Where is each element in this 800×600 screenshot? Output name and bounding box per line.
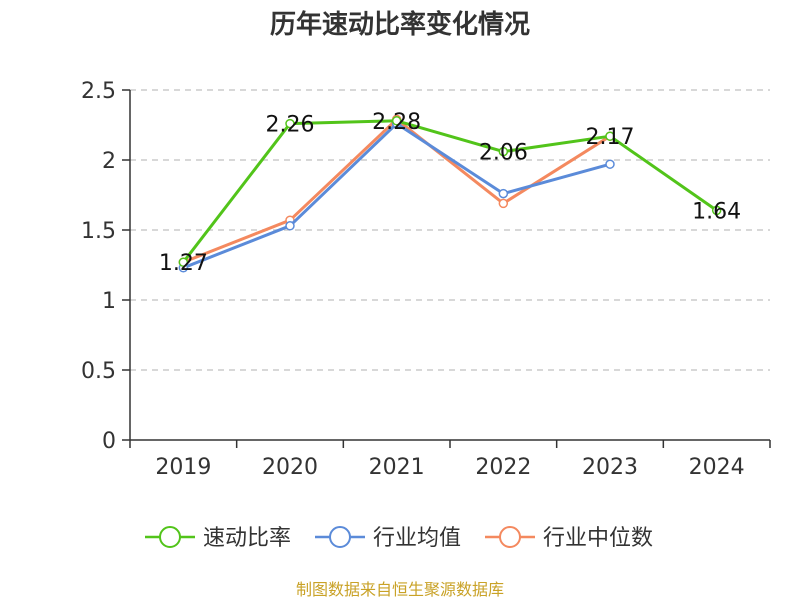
data-point[interactable] [605,131,615,141]
data-labels: 1.27 2.26 2.28 2.06 2.17 1.64 [159,110,741,276]
series-lines [178,114,722,273]
legend-marker-icon [499,526,521,548]
y-tick-label: 0.5 [81,359,116,384]
data-label: 1.27 [159,251,208,276]
data-point[interactable] [391,116,402,126]
data-point[interactable] [605,159,615,169]
y-tick-label: 1 [102,289,116,314]
legend-marker-icon [159,526,181,548]
x-tick-label: 2020 [262,455,318,480]
data-label: 2.28 [372,110,421,135]
data-point[interactable] [285,221,295,231]
data-point[interactable] [285,118,295,129]
y-tick-label: 2.5 [81,79,116,104]
legend-item-2[interactable]: 行业中位数 [485,526,653,551]
data-label: 2.26 [266,113,315,138]
data-point[interactable] [498,198,509,209]
legend-label: 行业中位数 [543,526,653,551]
y-tick-label: 1.5 [81,219,116,244]
source-note: 制图数据来自恒生聚源数据库 [296,580,504,599]
series-0 [178,116,722,267]
legend-marker-icon [329,526,351,548]
x-tick-label: 2019 [155,455,211,480]
data-point[interactable] [711,205,722,216]
data-point[interactable] [498,146,509,157]
legend-item-0[interactable]: 速动比率 [145,526,291,551]
axes: 0 0.5 1 1.5 2 2.5 2019 2020 2021 2022 2023 2024 [81,79,771,480]
x-tick-label: 2022 [475,455,531,480]
y-tick-label: 2 [102,149,116,174]
series-line [182,119,718,264]
y-tick-label: 0 [102,429,116,454]
series-1 [178,118,615,273]
data-label: 1.64 [692,199,741,224]
legend[interactable]: 速动比率 行业均值 行业中位数 [145,526,653,551]
legend-item-1[interactable]: 行业均值 [315,526,461,551]
x-tick-label: 2023 [582,455,638,480]
data-label: 2.17 [586,125,635,150]
legend-label: 速动比率 [203,526,291,551]
data-label: 2.06 [479,141,528,166]
data-point[interactable] [178,257,189,267]
legend-label: 行业均值 [373,526,461,551]
x-tick-label: 2021 [369,455,425,480]
data-point[interactable] [498,188,509,199]
grid-lines [130,89,770,371]
series-line [182,117,611,264]
x-tick-label: 2024 [689,455,745,480]
chart-title: 历年速动比率变化情况 [270,9,530,40]
